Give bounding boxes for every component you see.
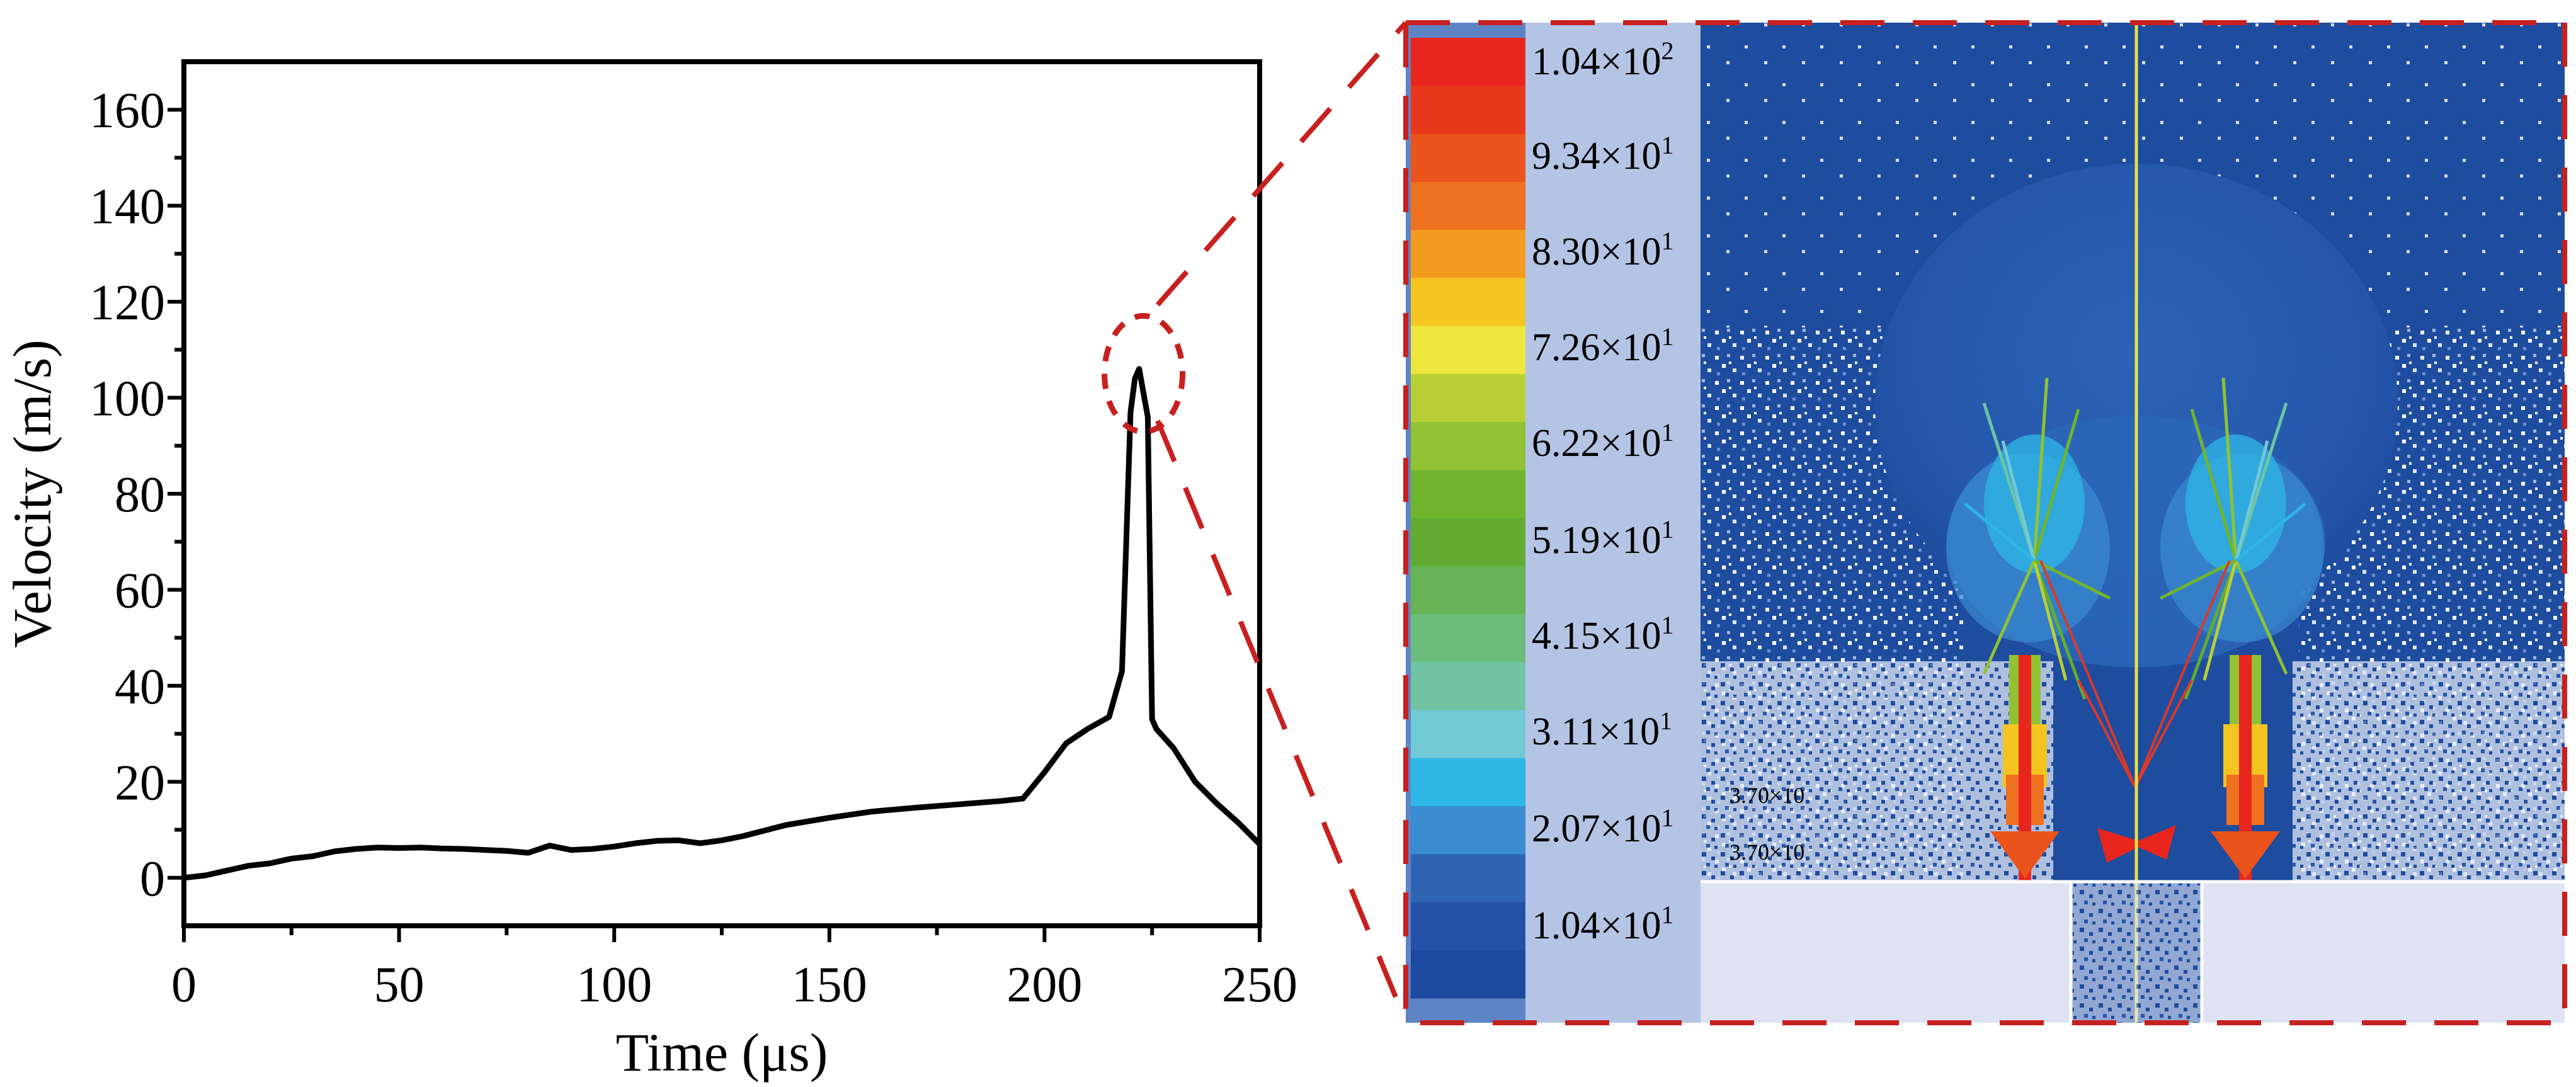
colorbar-tick-label: 7.26×101 [1532, 322, 1673, 369]
colorbar [1411, 38, 1525, 999]
colorbar-swatch [1411, 373, 1525, 423]
small-value-label: 3.70×10 [1730, 783, 1804, 808]
colorbar-swatch [1411, 470, 1525, 518]
colorbar-swatch [1411, 854, 1525, 902]
peak-highlight-circle [1102, 312, 1186, 435]
x-tick-label: 0 [171, 957, 197, 1013]
y-tick-label: 120 [89, 275, 165, 331]
colorbar-swatch [1411, 902, 1525, 951]
left-vector-fan [1964, 377, 2111, 700]
x-tick-label: 150 [792, 957, 867, 1013]
velocity-series-line [183, 366, 1262, 881]
x-tick-label: 200 [1006, 957, 1082, 1013]
colorbar-swatch [1411, 38, 1525, 86]
x-tick-labels: 0 50 100 150 200 250 [171, 957, 1297, 1013]
connector-upper [1155, 21, 1408, 307]
colorbar-tick-label: 1.04×101 [1532, 901, 1673, 947]
substrate-left [1701, 882, 2071, 1023]
colorbar-tick-label: 8.30×101 [1532, 227, 1673, 273]
colorbar-swatch [1411, 422, 1525, 470]
colorbar-swatch [1411, 518, 1525, 567]
colorbar-swatch [1411, 950, 1525, 999]
colorbar-swatch [1411, 134, 1525, 183]
y-tick-label: 80 [115, 467, 165, 523]
connector-lower [1155, 419, 1408, 1023]
colorbar-swatch [1411, 86, 1525, 134]
y-tick-label: 160 [89, 83, 165, 139]
particle-field-lower-right [2293, 661, 2565, 882]
colorbar-tick-label: 6.22×101 [1532, 418, 1673, 465]
colorbar-swatch [1411, 662, 1525, 710]
y-tick-label: 140 [89, 179, 165, 235]
y-tick-label: 100 [89, 372, 165, 427]
colorbar-swatch [1411, 566, 1525, 615]
colorbar-swatch [1411, 614, 1525, 663]
x-tick-label: 50 [374, 957, 425, 1013]
small-value-label: 3.70×10 [1730, 839, 1804, 865]
colorbar-tick-label: 1.04×102 [1532, 37, 1673, 83]
x-tick-label: 100 [576, 957, 652, 1013]
substrate-right [2202, 882, 2565, 1023]
y-tick-labels: 0 20 40 60 80 100 120 140 160 [89, 83, 165, 907]
y-axis-label: Velocity (m/s) [2, 339, 62, 648]
colorbar-tick-label: 2.07×101 [1532, 804, 1673, 850]
colorbar-swatch [1411, 326, 1525, 375]
colorbar-labels: 1.04×102 9.34×101 8.30×101 7.26×101 6.22×101… [1532, 37, 1673, 947]
x-tick-label: 250 [1222, 957, 1297, 1013]
colorbar-swatch [1411, 806, 1525, 855]
y-tick-label: 0 [140, 851, 165, 907]
colorbar-swatch [1411, 181, 1525, 230]
center-red-vectors [2039, 560, 2231, 788]
colorbar-swatch [1411, 710, 1525, 759]
y-tick-label: 20 [115, 755, 165, 811]
right-vector-fan [2159, 377, 2306, 700]
colorbar-tick-label: 9.34×101 [1532, 131, 1673, 178]
plot-frame [181, 59, 1262, 928]
colorbar-tick-label: 4.15×101 [1532, 611, 1673, 657]
particle-field-lower-left [1701, 661, 2053, 882]
velocity-line-chart: 0 50 100 150 200 250 0 20 40 60 80 100 120 140 160 Ti… [2, 59, 1297, 1083]
colorbar-tick-label: 3.11×101 [1532, 707, 1672, 753]
colorbar-swatch [1411, 278, 1525, 326]
simulation-inset: 3.70×10 3.70×10 1.04×102 9.34×101 8.30×101… [1403, 20, 2567, 1025]
x-axis-ticks [182, 926, 1262, 942]
colorbar-swatch [1411, 230, 1525, 278]
y-tick-label: 60 [115, 563, 165, 618]
x-axis-label: Time (μs) [616, 1022, 828, 1083]
colorbar-swatch [1411, 758, 1525, 807]
colorbar-tick-label: 5.19×101 [1532, 515, 1673, 562]
inset-frame [1403, 20, 2567, 1025]
substrate-gap [2071, 882, 2202, 1023]
y-axis-ticks [168, 108, 184, 880]
y-tick-label: 40 [115, 659, 165, 715]
zoom-connector-lines [1155, 21, 1408, 1023]
